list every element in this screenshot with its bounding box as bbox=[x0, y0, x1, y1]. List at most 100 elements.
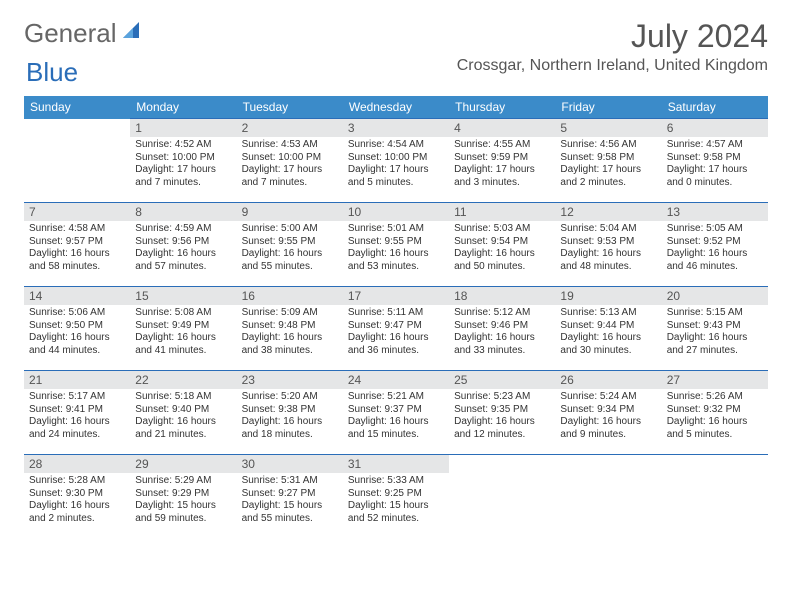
day-number: 25 bbox=[449, 371, 555, 389]
sunset: Sunset: 10:00 PM bbox=[242, 152, 338, 165]
sunset: Sunset: 9:32 PM bbox=[667, 404, 763, 417]
day-cell: 4Sunrise: 4:55 AMSunset: 9:59 PMDaylight… bbox=[449, 119, 555, 203]
day-details: Sunrise: 5:09 AMSunset: 9:48 PMDaylight:… bbox=[237, 305, 343, 361]
sunrise: Sunrise: 5:18 AM bbox=[135, 391, 231, 404]
day-details: Sunrise: 5:21 AMSunset: 9:37 PMDaylight:… bbox=[343, 389, 449, 445]
daylight: Daylight: 15 hours and 55 minutes. bbox=[242, 500, 338, 525]
day-cell: 2Sunrise: 4:53 AMSunset: 10:00 PMDayligh… bbox=[237, 119, 343, 203]
daylight: Daylight: 16 hours and 15 minutes. bbox=[348, 416, 444, 441]
sunrise: Sunrise: 5:33 AM bbox=[348, 475, 444, 488]
day-number: 12 bbox=[555, 203, 661, 221]
weekday-header: Saturday bbox=[662, 96, 768, 119]
sunset: Sunset: 9:59 PM bbox=[454, 152, 550, 165]
weekday-header: Friday bbox=[555, 96, 661, 119]
daylight: Daylight: 17 hours and 5 minutes. bbox=[348, 164, 444, 189]
day-details: Sunrise: 5:13 AMSunset: 9:44 PMDaylight:… bbox=[555, 305, 661, 361]
day-details: Sunrise: 4:52 AMSunset: 10:00 PMDaylight… bbox=[130, 137, 236, 193]
day-details: Sunrise: 5:06 AMSunset: 9:50 PMDaylight:… bbox=[24, 305, 130, 361]
daylight: Daylight: 16 hours and 53 minutes. bbox=[348, 248, 444, 273]
daylight: Daylight: 16 hours and 44 minutes. bbox=[29, 332, 125, 357]
sunset: Sunset: 9:30 PM bbox=[29, 488, 125, 501]
sunset: Sunset: 9:35 PM bbox=[454, 404, 550, 417]
title-block: July 2024 Crossgar, Northern Ireland, Un… bbox=[457, 18, 768, 75]
calendar-row: 7Sunrise: 4:58 AMSunset: 9:57 PMDaylight… bbox=[24, 203, 768, 287]
calendar-row: 28Sunrise: 5:28 AMSunset: 9:30 PMDayligh… bbox=[24, 455, 768, 539]
sunset: Sunset: 9:29 PM bbox=[135, 488, 231, 501]
sunrise: Sunrise: 4:54 AM bbox=[348, 139, 444, 152]
day-details: Sunrise: 4:59 AMSunset: 9:56 PMDaylight:… bbox=[130, 221, 236, 277]
logo-text-2: Blue bbox=[26, 57, 78, 88]
day-details: Sunrise: 5:03 AMSunset: 9:54 PMDaylight:… bbox=[449, 221, 555, 277]
day-details: Sunrise: 5:29 AMSunset: 9:29 PMDaylight:… bbox=[130, 473, 236, 529]
day-details: Sunrise: 5:24 AMSunset: 9:34 PMDaylight:… bbox=[555, 389, 661, 445]
day-cell bbox=[24, 119, 130, 203]
day-cell bbox=[662, 455, 768, 539]
day-number: 16 bbox=[237, 287, 343, 305]
day-cell: 5Sunrise: 4:56 AMSunset: 9:58 PMDaylight… bbox=[555, 119, 661, 203]
sunset: Sunset: 9:49 PM bbox=[135, 320, 231, 333]
day-number: 11 bbox=[449, 203, 555, 221]
sunrise: Sunrise: 5:04 AM bbox=[560, 223, 656, 236]
day-details: Sunrise: 5:01 AMSunset: 9:55 PMDaylight:… bbox=[343, 221, 449, 277]
day-cell: 28Sunrise: 5:28 AMSunset: 9:30 PMDayligh… bbox=[24, 455, 130, 539]
sunset: Sunset: 9:53 PM bbox=[560, 236, 656, 249]
calendar-row: 21Sunrise: 5:17 AMSunset: 9:41 PMDayligh… bbox=[24, 371, 768, 455]
daylight: Daylight: 17 hours and 7 minutes. bbox=[135, 164, 231, 189]
day-number: 10 bbox=[343, 203, 449, 221]
day-number: 13 bbox=[662, 203, 768, 221]
day-details: Sunrise: 5:18 AMSunset: 9:40 PMDaylight:… bbox=[130, 389, 236, 445]
sunset: Sunset: 10:00 PM bbox=[348, 152, 444, 165]
daylight: Daylight: 16 hours and 55 minutes. bbox=[242, 248, 338, 273]
sunrise: Sunrise: 5:12 AM bbox=[454, 307, 550, 320]
sunset: Sunset: 9:52 PM bbox=[667, 236, 763, 249]
sunset: Sunset: 9:48 PM bbox=[242, 320, 338, 333]
sunset: Sunset: 9:41 PM bbox=[29, 404, 125, 417]
day-number: 1 bbox=[130, 119, 236, 137]
sunrise: Sunrise: 5:06 AM bbox=[29, 307, 125, 320]
sunset: Sunset: 9:56 PM bbox=[135, 236, 231, 249]
sunrise: Sunrise: 4:57 AM bbox=[667, 139, 763, 152]
day-cell: 21Sunrise: 5:17 AMSunset: 9:41 PMDayligh… bbox=[24, 371, 130, 455]
daylight: Daylight: 16 hours and 33 minutes. bbox=[454, 332, 550, 357]
day-cell: 15Sunrise: 5:08 AMSunset: 9:49 PMDayligh… bbox=[130, 287, 236, 371]
weekday-header: Sunday bbox=[24, 96, 130, 119]
day-cell: 6Sunrise: 4:57 AMSunset: 9:58 PMDaylight… bbox=[662, 119, 768, 203]
day-cell: 23Sunrise: 5:20 AMSunset: 9:38 PMDayligh… bbox=[237, 371, 343, 455]
day-cell: 14Sunrise: 5:06 AMSunset: 9:50 PMDayligh… bbox=[24, 287, 130, 371]
day-cell: 10Sunrise: 5:01 AMSunset: 9:55 PMDayligh… bbox=[343, 203, 449, 287]
daylight: Daylight: 16 hours and 41 minutes. bbox=[135, 332, 231, 357]
sunrise: Sunrise: 5:21 AM bbox=[348, 391, 444, 404]
day-number: 29 bbox=[130, 455, 236, 473]
day-number: 14 bbox=[24, 287, 130, 305]
daylight: Daylight: 16 hours and 30 minutes. bbox=[560, 332, 656, 357]
day-details: Sunrise: 5:00 AMSunset: 9:55 PMDaylight:… bbox=[237, 221, 343, 277]
sunset: Sunset: 9:25 PM bbox=[348, 488, 444, 501]
weekday-header: Monday bbox=[130, 96, 236, 119]
logo: General bbox=[24, 18, 143, 49]
day-cell: 11Sunrise: 5:03 AMSunset: 9:54 PMDayligh… bbox=[449, 203, 555, 287]
day-details: Sunrise: 5:17 AMSunset: 9:41 PMDaylight:… bbox=[24, 389, 130, 445]
daylight: Daylight: 16 hours and 48 minutes. bbox=[560, 248, 656, 273]
day-cell: 26Sunrise: 5:24 AMSunset: 9:34 PMDayligh… bbox=[555, 371, 661, 455]
daylight: Daylight: 17 hours and 7 minutes. bbox=[242, 164, 338, 189]
day-number: 8 bbox=[130, 203, 236, 221]
day-cell: 31Sunrise: 5:33 AMSunset: 9:25 PMDayligh… bbox=[343, 455, 449, 539]
sunset: Sunset: 9:40 PM bbox=[135, 404, 231, 417]
day-details: Sunrise: 5:08 AMSunset: 9:49 PMDaylight:… bbox=[130, 305, 236, 361]
daylight: Daylight: 17 hours and 3 minutes. bbox=[454, 164, 550, 189]
day-number: 19 bbox=[555, 287, 661, 305]
daylight: Daylight: 16 hours and 50 minutes. bbox=[454, 248, 550, 273]
weekday-header: Thursday bbox=[449, 96, 555, 119]
sunset: Sunset: 9:55 PM bbox=[348, 236, 444, 249]
sunset: Sunset: 9:27 PM bbox=[242, 488, 338, 501]
day-cell bbox=[555, 455, 661, 539]
sunrise: Sunrise: 4:59 AM bbox=[135, 223, 231, 236]
day-number: 27 bbox=[662, 371, 768, 389]
sunset: Sunset: 9:34 PM bbox=[560, 404, 656, 417]
sunrise: Sunrise: 5:23 AM bbox=[454, 391, 550, 404]
daylight: Daylight: 16 hours and 58 minutes. bbox=[29, 248, 125, 273]
daylight: Daylight: 16 hours and 36 minutes. bbox=[348, 332, 444, 357]
sunset: Sunset: 9:54 PM bbox=[454, 236, 550, 249]
day-details: Sunrise: 5:12 AMSunset: 9:46 PMDaylight:… bbox=[449, 305, 555, 361]
month-title: July 2024 bbox=[457, 18, 768, 55]
